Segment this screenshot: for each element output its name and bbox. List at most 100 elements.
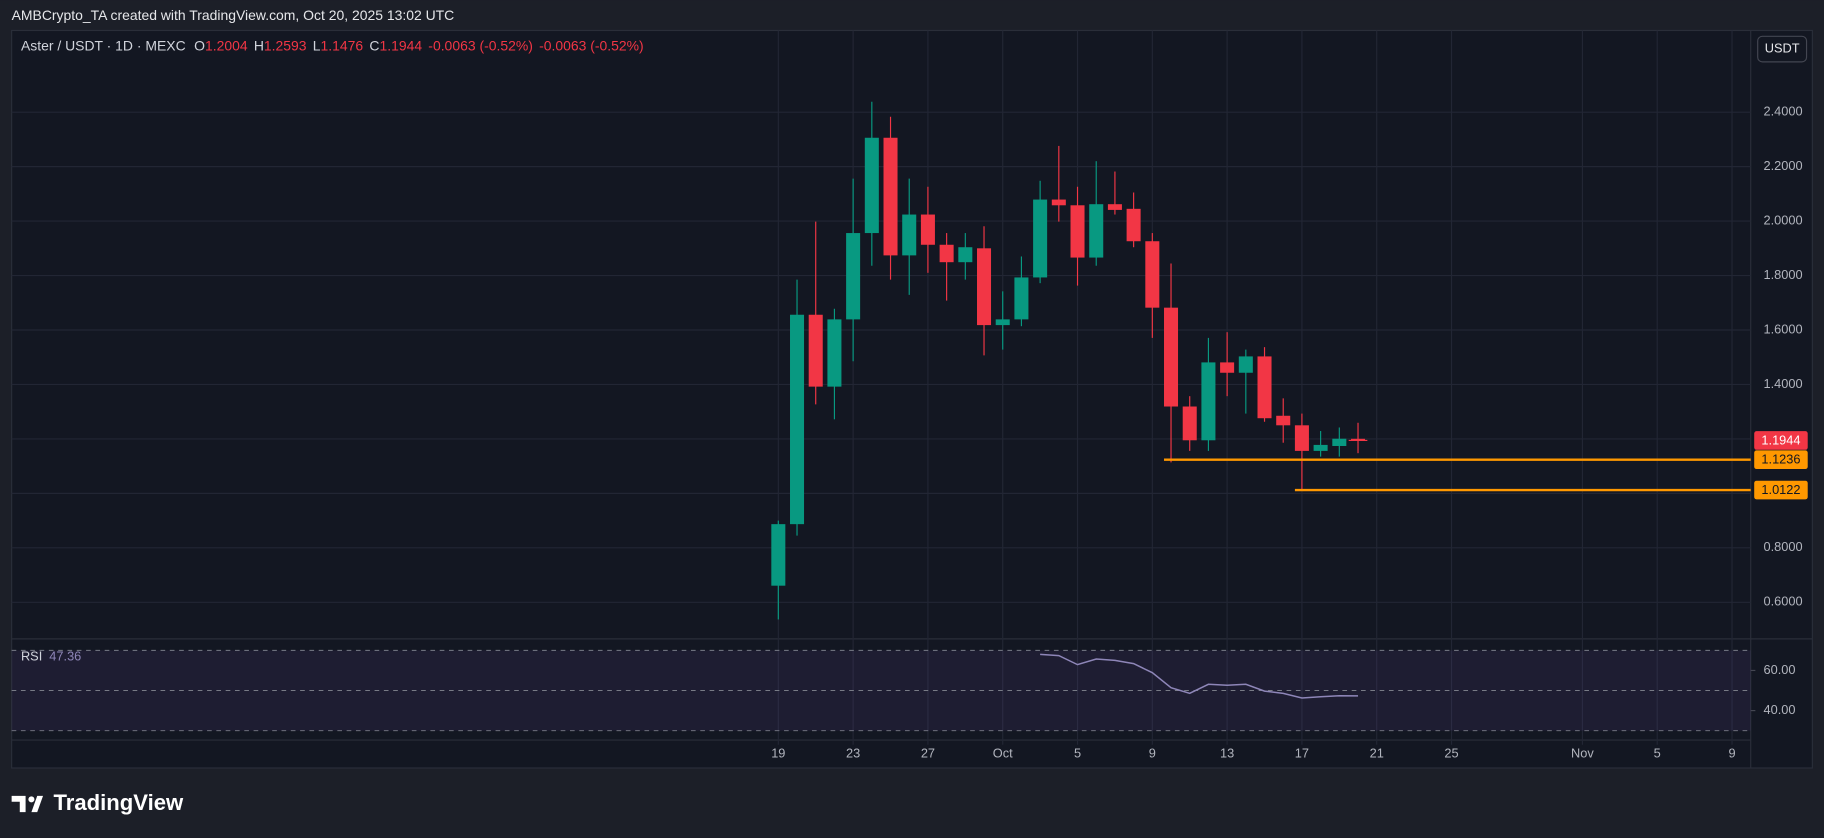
candle	[1107, 171, 1122, 215]
x-tick-label: 9	[1728, 745, 1735, 760]
candle-body	[939, 244, 954, 263]
candle-body	[1238, 356, 1253, 373]
candle-body	[1257, 356, 1272, 419]
candle	[1126, 192, 1141, 248]
candle-body	[771, 524, 786, 586]
candle	[1351, 422, 1366, 454]
x-tick-label: 9	[1149, 745, 1156, 760]
candle-body	[1313, 444, 1328, 451]
candle	[1089, 161, 1104, 266]
grid	[11, 30, 1756, 745]
rsi-tick-label: 40.00	[1764, 702, 1796, 717]
candle-body	[1182, 406, 1197, 441]
y-tick-label: 0.6000	[1764, 594, 1803, 609]
candle	[1145, 233, 1160, 338]
level-price-label: 1.0122	[1761, 482, 1800, 497]
ohlc-label: H	[254, 37, 264, 53]
ohlc-value: 1.2593	[264, 37, 307, 53]
logo-dot	[28, 796, 35, 803]
x-tick-label: 19	[771, 745, 785, 760]
ohlc-value: 1.2004	[205, 37, 248, 53]
x-tick-label: 23	[846, 745, 860, 760]
candle-body	[864, 137, 879, 234]
y-tick-label: 2.4000	[1764, 104, 1803, 119]
symbol: Aster / USDT · 1D · MEXC	[21, 37, 186, 53]
candle-body	[1145, 241, 1160, 308]
rsi-name: RSI	[21, 649, 42, 664]
marks	[11, 101, 1751, 732]
logo: TradingView	[11, 790, 185, 815]
x-tick-label: 5	[1654, 745, 1661, 760]
ohlc-value: 1.1476	[321, 37, 364, 53]
ohlc-label: L	[313, 37, 321, 53]
candle-body	[958, 247, 973, 263]
candle	[808, 221, 823, 405]
candle-body	[1014, 277, 1029, 320]
brand: TradingView	[54, 790, 185, 815]
y-tick-label: 1.8000	[1764, 267, 1803, 282]
ohlc-value: 1.1944	[379, 37, 422, 53]
y-tick-label: 1.4000	[1764, 376, 1803, 391]
candle-body	[1201, 362, 1216, 441]
last-price-tag	[1754, 431, 1808, 450]
candle-body	[1033, 199, 1048, 278]
rsi-legend: RSI 47.36	[21, 649, 81, 664]
x-tick-label: 21	[1370, 745, 1384, 760]
attribution: AMBCrypto_TA created with TradingView.co…	[12, 7, 455, 23]
y-tick-label: 2.0000	[1764, 212, 1803, 227]
x-tick-label: 27	[921, 745, 935, 760]
candle-body	[808, 314, 823, 387]
candle-body	[827, 319, 842, 387]
candle	[1313, 431, 1328, 457]
candle	[1070, 186, 1085, 286]
x-tick-label: 13	[1220, 745, 1234, 760]
candle	[977, 226, 992, 356]
candle-body	[995, 319, 1010, 326]
legend: Aster / USDT · 1D · MEXC O1.2004 H1.2593…	[21, 37, 644, 53]
x-tick-label: Oct	[993, 745, 1013, 760]
candle-body	[790, 314, 805, 525]
candle	[1201, 337, 1216, 451]
candle-body	[902, 214, 917, 256]
ohlc-label: C	[369, 37, 379, 53]
candle	[1257, 347, 1272, 422]
currency-button[interactable]	[1757, 35, 1808, 63]
candle	[939, 233, 954, 301]
candle-body	[1089, 204, 1104, 258]
chart-panel	[11, 29, 1813, 769]
candle	[958, 233, 973, 280]
y-tick-label: 0.8000	[1764, 539, 1803, 554]
candle	[1182, 396, 1197, 451]
candle-body	[846, 233, 861, 320]
candle	[902, 178, 917, 295]
candle	[1332, 427, 1347, 457]
change: -0.0063 (-0.52%)	[428, 37, 533, 53]
candle	[1276, 398, 1291, 443]
rsi-line	[1040, 653, 1359, 699]
candle	[1014, 256, 1029, 327]
candle-body	[1070, 205, 1085, 258]
candle-body	[920, 214, 935, 245]
candle	[1220, 332, 1235, 397]
ohlc-label: O	[194, 37, 205, 53]
candle-body	[1107, 204, 1122, 210]
candle-body	[1164, 307, 1179, 407]
candle-body	[977, 248, 992, 326]
y-tick-label: 1.6000	[1764, 321, 1803, 336]
x-tick-label: Nov	[1571, 745, 1594, 760]
candle	[864, 101, 879, 266]
candle-body	[1332, 438, 1347, 446]
rsi-value: 47.36	[49, 649, 81, 664]
currency-label[interactable]: USDT	[1765, 40, 1800, 55]
candle	[1238, 349, 1253, 414]
candle	[1051, 145, 1066, 222]
change: -0.0063 (-0.52%)	[539, 37, 644, 53]
candle-body	[1220, 362, 1235, 373]
candle	[1294, 413, 1309, 490]
candle-body	[1294, 425, 1309, 451]
candle	[920, 186, 935, 273]
candle	[846, 178, 861, 362]
candle-body	[883, 137, 898, 256]
